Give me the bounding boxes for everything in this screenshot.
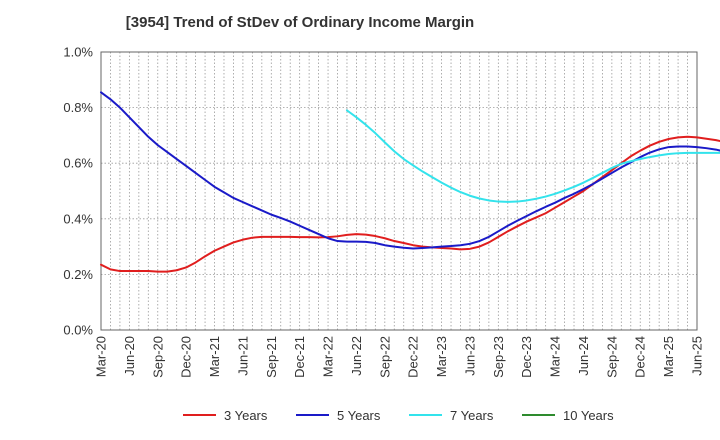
x-tick-label: Dec-20 [179, 336, 194, 378]
x-tick-label: Dec-22 [406, 336, 421, 378]
grid-layer [100, 51, 698, 331]
y-tick-label: 0.6% [63, 156, 93, 171]
axis-layer: 0.0% 0.2% 0.4% 0.6% 0.8% 1.0% Mar-20 Jun-20 Sep-… [63, 45, 704, 378]
x-tick-label: Jun-25 [690, 336, 705, 376]
legend-label: 3 Years [224, 408, 268, 423]
plot-frame [100, 51, 698, 331]
x-tick-label: Mar-22 [321, 336, 336, 377]
x-tick-label: Dec-21 [292, 336, 307, 378]
x-tick-label: Mar-21 [207, 336, 222, 377]
x-tick-label: Sep-23 [491, 336, 506, 378]
x-tick-label: Mar-25 [661, 336, 676, 377]
x-tick-label: Jun-20 [122, 336, 137, 376]
x-tick-label: Sep-21 [264, 336, 279, 378]
x-tick-label: Jun-23 [462, 336, 477, 376]
series-line-7-years [345, 109, 720, 203]
x-tick-label: Jun-21 [235, 336, 250, 376]
legend-label: 5 Years [337, 408, 381, 423]
x-tick-label: Mar-20 [94, 336, 109, 377]
chart-title: [3954] Trend of StDev of Ordinary Income… [125, 14, 475, 31]
x-tick-label: Jun-22 [349, 336, 364, 376]
x-tick-label: Dec-23 [519, 336, 534, 378]
y-tick-label: 0.2% [63, 267, 93, 282]
series-layer [100, 91, 720, 273]
y-tick-label: 0.4% [63, 211, 93, 226]
x-tick-label: Mar-24 [548, 336, 563, 377]
legend-label: 7 Years [450, 408, 494, 423]
y-tick-label: 1.0% [63, 45, 93, 60]
y-tick-label: 0.0% [63, 323, 93, 338]
x-tick-label: Jun-24 [576, 336, 591, 376]
x-tick-label: Mar-23 [434, 336, 449, 377]
x-tick-label: Sep-20 [150, 336, 165, 378]
legend-label: 10 Years [563, 408, 614, 423]
x-tick-label: Dec-24 [633, 336, 648, 378]
series-line-5-years [100, 91, 720, 250]
x-tick-label: Sep-22 [377, 336, 392, 378]
y-tick-label: 0.8% [63, 100, 93, 115]
legend-layer: 3 Years 5 Years 7 Years 10 Years [183, 408, 614, 423]
series-line-3-years [100, 135, 720, 273]
x-tick-label: Sep-24 [604, 336, 619, 378]
